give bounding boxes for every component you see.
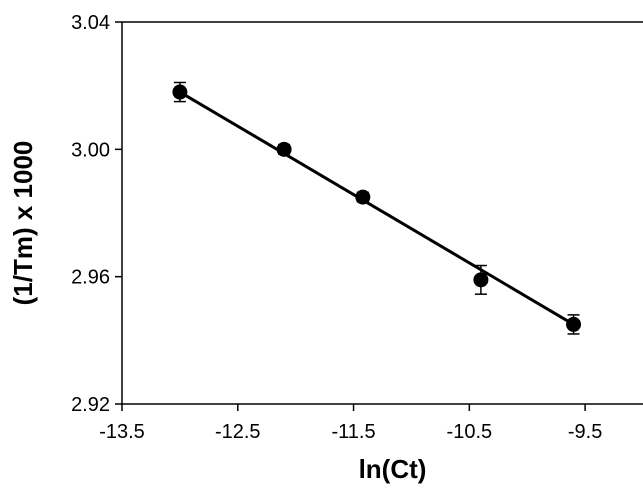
x-axis-title: ln(Ct) (359, 454, 427, 484)
x-tick-label: -9.5 (568, 421, 602, 443)
fit-line-group (179, 90, 575, 326)
y-axis-title: (1/Tm) x 1000 (8, 141, 38, 306)
axis-labels: -13.5 -12.5 -11.5 -10.5 -9.5 2.92 2.96 3.00 3.04… (8, 12, 602, 484)
x-tick-label: -11.5 (332, 421, 376, 443)
data-point (355, 189, 371, 205)
x-tick-label: -12.5 (215, 421, 261, 443)
data-point (473, 272, 489, 288)
data-points (172, 81, 582, 335)
data-point (172, 84, 188, 100)
data-point (276, 141, 292, 157)
axes (115, 21, 643, 411)
fit-line (179, 90, 575, 326)
y-tick-label: 3.04 (71, 12, 110, 34)
x-tick-label: -10.5 (447, 421, 493, 443)
y-tick-label: 2.92 (71, 394, 110, 416)
x-tick-label: -13.5 (99, 421, 145, 443)
y-tick-label: 2.96 (71, 267, 110, 289)
data-point (566, 316, 582, 332)
y-tick-label: 3.00 (71, 139, 110, 161)
